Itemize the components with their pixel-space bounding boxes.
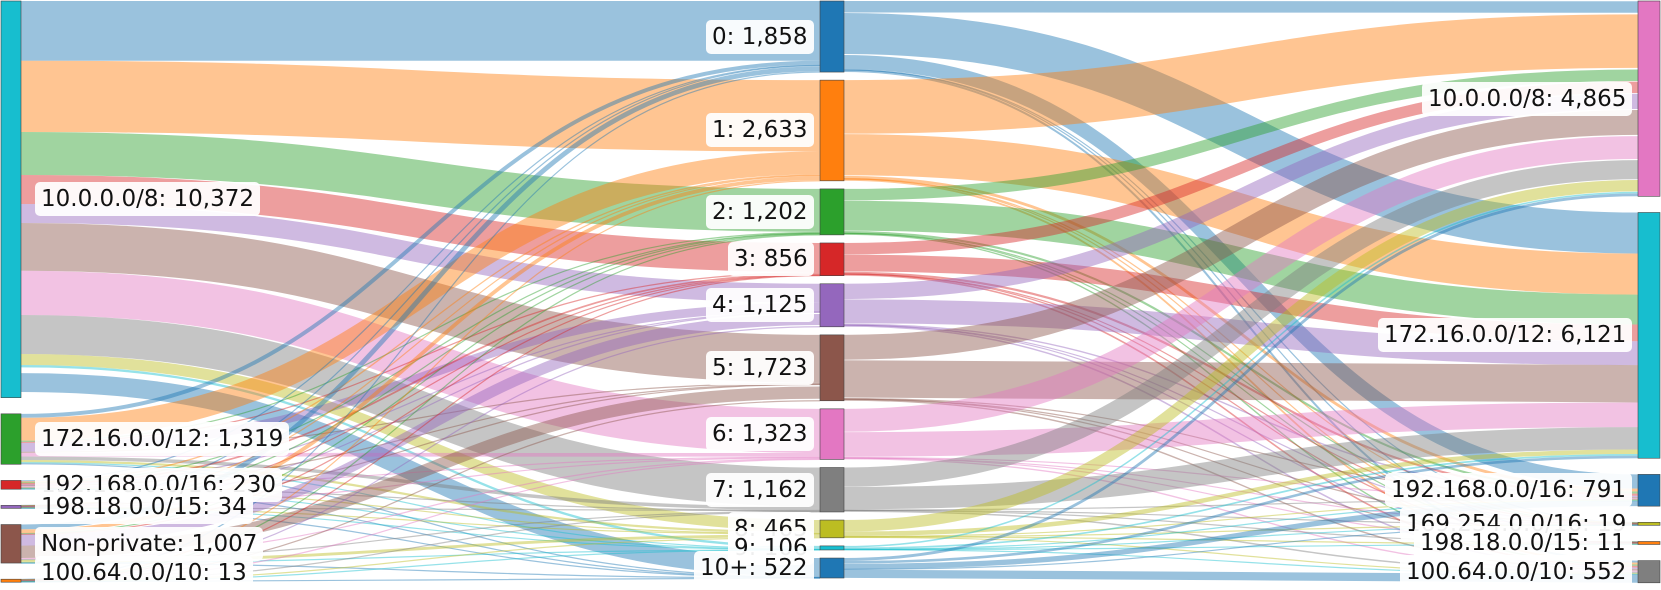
node-b10 (819, 557, 845, 579)
link-src_172-to-b7 (20, 456, 821, 511)
link-b7-to-dst_10 (843, 160, 1639, 487)
node-src_100 (0, 578, 22, 583)
node-label-b5: 5: 1,723 (706, 350, 814, 385)
link-src_172-to-b8 (20, 459, 821, 534)
node-dst_10 (1637, 0, 1661, 197)
node-dst_192 (1637, 474, 1661, 507)
node-label-b1: 1: 2,633 (706, 113, 814, 148)
node-src_np (0, 524, 22, 564)
node-label-b2: 2: 1,202 (706, 194, 814, 229)
link-src_10-to-b9 (20, 365, 821, 549)
node-src_172 (0, 413, 22, 465)
node-b4 (819, 283, 845, 328)
node-src_192 (0, 480, 22, 490)
links-layer (20, 0, 1639, 583)
link-b5-to-dst_10 (843, 110, 1639, 360)
node-src_198 (0, 505, 22, 509)
node-label-src_np: Non-private: 1,007 (35, 526, 264, 561)
link-b10-to-dst_10 (843, 193, 1639, 561)
link-src_172-to-b0 (20, 60, 821, 418)
node-label-dst_172: 172.16.0.0/12: 6,121 (1378, 318, 1633, 353)
link-b1-to-dst_10 (843, 14, 1639, 134)
link-src_192-to-b1 (20, 174, 821, 483)
node-b6 (819, 408, 845, 460)
link-src_10-to-b6 (20, 270, 821, 454)
link-b6-to-dst_10 (843, 136, 1639, 432)
node-label-src_198: 198.18.0.0/15: 34 (35, 489, 253, 524)
node-label-dst_10: 10.0.0.0/8: 4,865 (1422, 81, 1633, 116)
link-src_10-to-b2 (20, 132, 821, 232)
link-b0-to-dst_192 (843, 55, 1639, 489)
link-b6-to-dst_172 (843, 402, 1639, 457)
link-src_10-to-b7 (20, 314, 821, 507)
link-b8-to-dst_10 (843, 179, 1639, 532)
node-b1 (819, 79, 845, 182)
node-dst_169 (1637, 522, 1661, 526)
node-label-dst_100: 100.64.0.0/10: 552 (1400, 554, 1633, 589)
node-label-src_10: 10.0.0.0/8: 10,372 (35, 182, 261, 217)
node-label-b7: 7: 1,162 (706, 472, 814, 507)
link-b9-to-dst_172 (843, 453, 1639, 550)
link-b1-to-dst_172 (843, 134, 1639, 295)
node-label-b6: 6: 1,323 (706, 417, 814, 452)
node-label-b3: 3: 856 (728, 242, 814, 277)
node-src_10 (0, 0, 22, 398)
node-dst_100 (1637, 560, 1661, 584)
node-b8 (819, 519, 845, 539)
node-b7 (819, 467, 845, 513)
link-src_10-to-b5 (20, 222, 821, 383)
link-src_172-to-b9 (20, 462, 821, 550)
node-b2 (819, 188, 845, 236)
link-src_10-to-b10 (20, 373, 821, 577)
link-b1-to-dst_192 (843, 175, 1639, 492)
link-b8-to-dst_172 (843, 449, 1639, 537)
node-label-dst_198: 198.18.0.0/15: 11 (1414, 525, 1632, 560)
link-src_10-to-b8 (20, 353, 821, 532)
link-src_192-to-b0 (20, 64, 821, 482)
link-b7-to-dst_172 (843, 427, 1639, 510)
node-label-dst_192: 192.168.0.0/16: 791 (1385, 473, 1632, 508)
node-label-src_100: 100.64.0.0/10: 13 (35, 556, 253, 590)
node-label-src_172: 172.16.0.0/12: 1,319 (35, 422, 290, 457)
node-b0 (819, 0, 845, 73)
link-b0-to-dst_172 (843, 12, 1639, 254)
node-dst_172 (1637, 212, 1661, 459)
node-label-b0: 0: 1,858 (706, 19, 814, 54)
link-src_10-to-b4 (20, 204, 821, 303)
link-src_10-to-b1 (20, 60, 821, 152)
link-b2-to-dst_172 (843, 200, 1639, 325)
link-b10-to-dst_172 (843, 455, 1639, 564)
node-b9 (819, 545, 845, 551)
node-b3 (819, 242, 845, 276)
link-src_172-to-b1 (20, 151, 821, 441)
node-b5 (819, 334, 845, 402)
node-label-b4: 4: 1,125 (706, 288, 814, 323)
link-b9-to-dst_10 (843, 191, 1639, 548)
node-dst_198 (1637, 541, 1661, 545)
link-b5-to-dst_172 (843, 360, 1639, 403)
node-label-b10: 10+: 522 (694, 551, 814, 586)
